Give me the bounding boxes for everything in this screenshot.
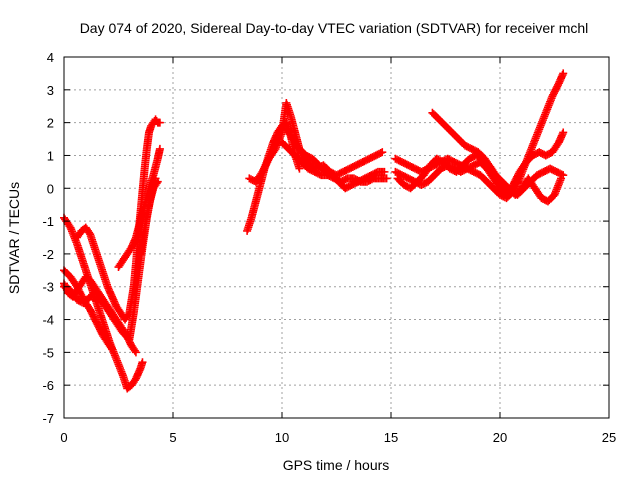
data-point bbox=[382, 174, 391, 183]
x-tick-label: 20 bbox=[493, 430, 507, 445]
y-tick-label: 1 bbox=[47, 148, 54, 163]
data-point bbox=[376, 148, 385, 157]
data-point bbox=[559, 171, 568, 180]
data-point bbox=[130, 346, 139, 355]
data-point bbox=[559, 69, 568, 78]
y-tick-label: -6 bbox=[42, 378, 54, 393]
plot-frame bbox=[63, 56, 610, 419]
data-point bbox=[295, 164, 304, 173]
data-point bbox=[155, 144, 164, 153]
y-tick-label: 4 bbox=[47, 50, 54, 65]
y-tick-label: -2 bbox=[42, 247, 54, 262]
y-tick-labels: -7 -6 -5 -4 -3 -2 -1 0 1 2 3 4 bbox=[42, 50, 54, 426]
axis-ticks bbox=[63, 56, 610, 419]
x-tick-label: 15 bbox=[384, 430, 398, 445]
y-tick-label: -7 bbox=[42, 411, 54, 426]
y-tick-label: 2 bbox=[47, 116, 54, 131]
y-tick-label: 0 bbox=[47, 181, 54, 196]
data-point bbox=[378, 148, 387, 157]
data-point bbox=[153, 177, 162, 186]
x-axis-label: GPS time / hours bbox=[283, 457, 390, 473]
x-tick-label: 25 bbox=[602, 430, 616, 445]
x-tick-label: 0 bbox=[60, 430, 67, 445]
data-point bbox=[107, 345, 116, 354]
y-tick-label: -5 bbox=[42, 345, 54, 360]
data-point bbox=[155, 118, 164, 127]
data-point bbox=[138, 358, 147, 367]
data-point bbox=[380, 167, 389, 176]
chart-title: Day 074 of 2020, Sidereal Day-to-day VTE… bbox=[80, 20, 589, 36]
data-point bbox=[557, 170, 566, 179]
y-tick-label: -3 bbox=[42, 280, 54, 295]
data-point bbox=[124, 310, 133, 319]
data-point bbox=[106, 343, 115, 352]
x-tick-labels: 0 5 10 15 20 25 bbox=[60, 430, 616, 445]
data-point bbox=[559, 128, 568, 137]
y-tick-label: -1 bbox=[42, 214, 54, 229]
y-axis-label: SDTVAR / TECUs bbox=[6, 182, 22, 294]
data-point bbox=[85, 228, 94, 237]
x-tick-label: 5 bbox=[169, 430, 176, 445]
data-point bbox=[131, 348, 140, 357]
y-tick-label: 3 bbox=[47, 83, 54, 98]
x-tick-label: 10 bbox=[275, 430, 289, 445]
data-points bbox=[60, 69, 568, 393]
y-tick-label: -4 bbox=[42, 313, 54, 328]
data-point bbox=[152, 179, 161, 188]
